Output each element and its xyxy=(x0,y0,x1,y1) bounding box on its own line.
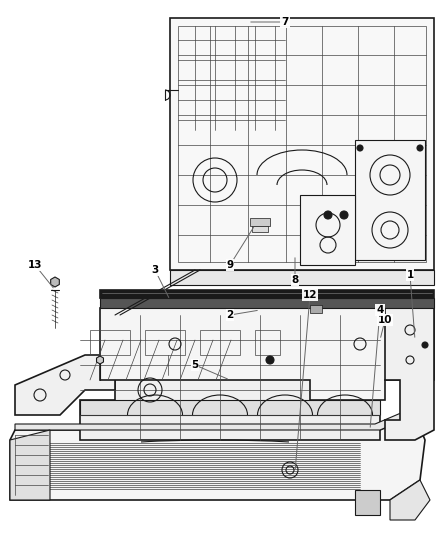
Polygon shape xyxy=(15,410,415,430)
Circle shape xyxy=(417,145,423,151)
Polygon shape xyxy=(300,195,355,265)
Polygon shape xyxy=(10,415,425,500)
Circle shape xyxy=(357,145,363,151)
Polygon shape xyxy=(51,277,59,287)
Circle shape xyxy=(324,211,332,219)
Polygon shape xyxy=(355,140,425,260)
Polygon shape xyxy=(15,355,115,415)
Polygon shape xyxy=(80,315,380,440)
Polygon shape xyxy=(170,18,434,270)
Polygon shape xyxy=(310,305,322,313)
Bar xyxy=(200,330,240,355)
Polygon shape xyxy=(385,308,434,440)
Text: 12: 12 xyxy=(303,290,317,300)
Polygon shape xyxy=(96,356,103,364)
Circle shape xyxy=(340,211,348,219)
Bar xyxy=(145,330,185,355)
Text: 13: 13 xyxy=(28,260,42,270)
Polygon shape xyxy=(80,400,380,415)
Bar xyxy=(90,330,130,355)
Polygon shape xyxy=(100,290,434,298)
Text: 8: 8 xyxy=(291,275,299,285)
Text: 9: 9 xyxy=(226,260,233,270)
Text: 2: 2 xyxy=(226,310,233,320)
Text: 5: 5 xyxy=(191,360,198,370)
Circle shape xyxy=(422,342,428,348)
Text: 1: 1 xyxy=(406,270,413,280)
Text: 4: 4 xyxy=(376,305,384,315)
Polygon shape xyxy=(252,226,268,232)
Polygon shape xyxy=(100,308,434,400)
Polygon shape xyxy=(170,270,434,285)
Text: 10: 10 xyxy=(378,315,392,325)
Circle shape xyxy=(266,356,274,364)
Polygon shape xyxy=(355,490,380,515)
Polygon shape xyxy=(390,480,430,520)
Text: 7: 7 xyxy=(281,17,289,27)
Text: 3: 3 xyxy=(152,265,159,275)
Bar xyxy=(255,330,280,355)
Polygon shape xyxy=(100,298,434,308)
Polygon shape xyxy=(250,218,270,226)
Polygon shape xyxy=(10,430,50,500)
